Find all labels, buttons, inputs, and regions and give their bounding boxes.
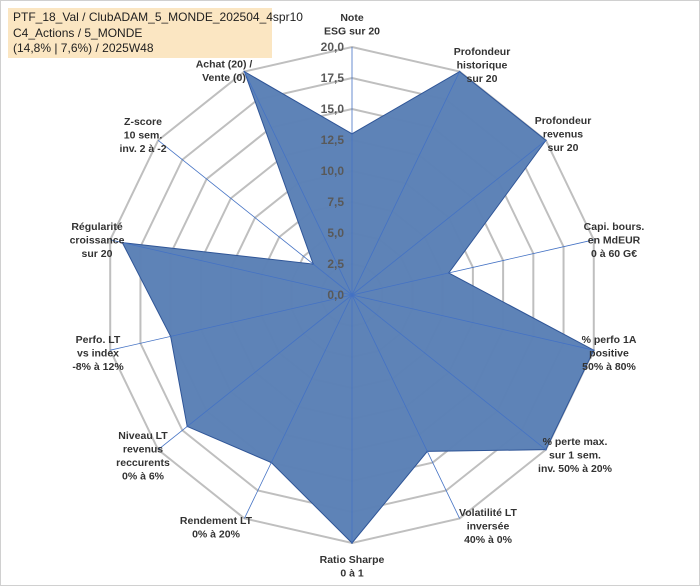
- tick-label: 15,0: [321, 102, 345, 116]
- radial-tick-labels: 0,0 2,5 5,0 7,5 10,0 12,5 15,0 17,5 20,0: [321, 40, 345, 302]
- axis-spoke: [244, 71, 353, 296]
- axis-spoke: [110, 239, 353, 296]
- axis-spoke: [351, 140, 547, 296]
- axis-spoke: [157, 140, 353, 296]
- tick-label: 12,5: [321, 133, 345, 147]
- axis-label: Note ESG sur 20: [324, 12, 380, 38]
- tick-label: 2,5: [327, 257, 344, 271]
- axis-label: % perte max. sur 1 sem. inv. 50% à 20%: [538, 436, 613, 475]
- axis-labels: Note ESG sur 20 Profondeur historique sur 20…: [70, 12, 645, 580]
- axis-label: Z-score 10 sem. inv. 2 à -2: [119, 116, 166, 155]
- axis-spoke: [351, 294, 594, 351]
- axis-spoke: [351, 294, 547, 450]
- tick-label: 5,0: [327, 226, 344, 240]
- axis-label: Ratio Sharpe 0 à 1: [320, 554, 385, 580]
- axis-spoke: [351, 294, 460, 519]
- axis-label: % perfo 1A positive 50% à 80%: [582, 334, 637, 373]
- axis-spoke: [157, 294, 353, 450]
- axis-spoke: [244, 294, 353, 519]
- portfolio-performance: (14,8% | 7,6%) / 2025W48: [13, 41, 154, 55]
- tick-label: 10,0: [321, 164, 345, 178]
- axis-label: Capi. bours. en MdEUR 0 à 60 G€: [584, 221, 645, 260]
- axis-label: Niveau LT revenus reccurents 0% à 6%: [116, 430, 170, 483]
- tick-label: 20,0: [321, 40, 345, 54]
- axis-label: Perfo. LT vs index -8% à 12%: [72, 334, 124, 373]
- portfolio-category: C4_Actions / 5_MONDE: [13, 25, 143, 40]
- portfolio-info-box: PTF_18_Val / ClubADAM_5_MONDE_202504_4sp…: [8, 8, 303, 58]
- axis-spoke: [351, 71, 460, 296]
- tick-label: 7,5: [327, 195, 344, 209]
- axis-label: Profondeur historique sur 20: [454, 46, 511, 85]
- axis-label: Rendement LT 0% à 20%: [180, 515, 253, 541]
- axis-spoke: [110, 294, 353, 351]
- axis-label: Profondeur revenus sur 20: [535, 115, 592, 154]
- axis-label: Régularité croissance sur 20: [70, 221, 125, 260]
- axis-spoke: [351, 239, 594, 296]
- axis-label: Volatilité LT inversée 40% à 0%: [459, 507, 518, 546]
- tick-label: 0,0: [327, 288, 344, 302]
- radar-spokes: [110, 47, 594, 543]
- portfolio-name: PTF_18_Val / ClubADAM_5_MONDE_202504_4sp…: [13, 10, 303, 24]
- tick-label: 17,5: [321, 71, 345, 85]
